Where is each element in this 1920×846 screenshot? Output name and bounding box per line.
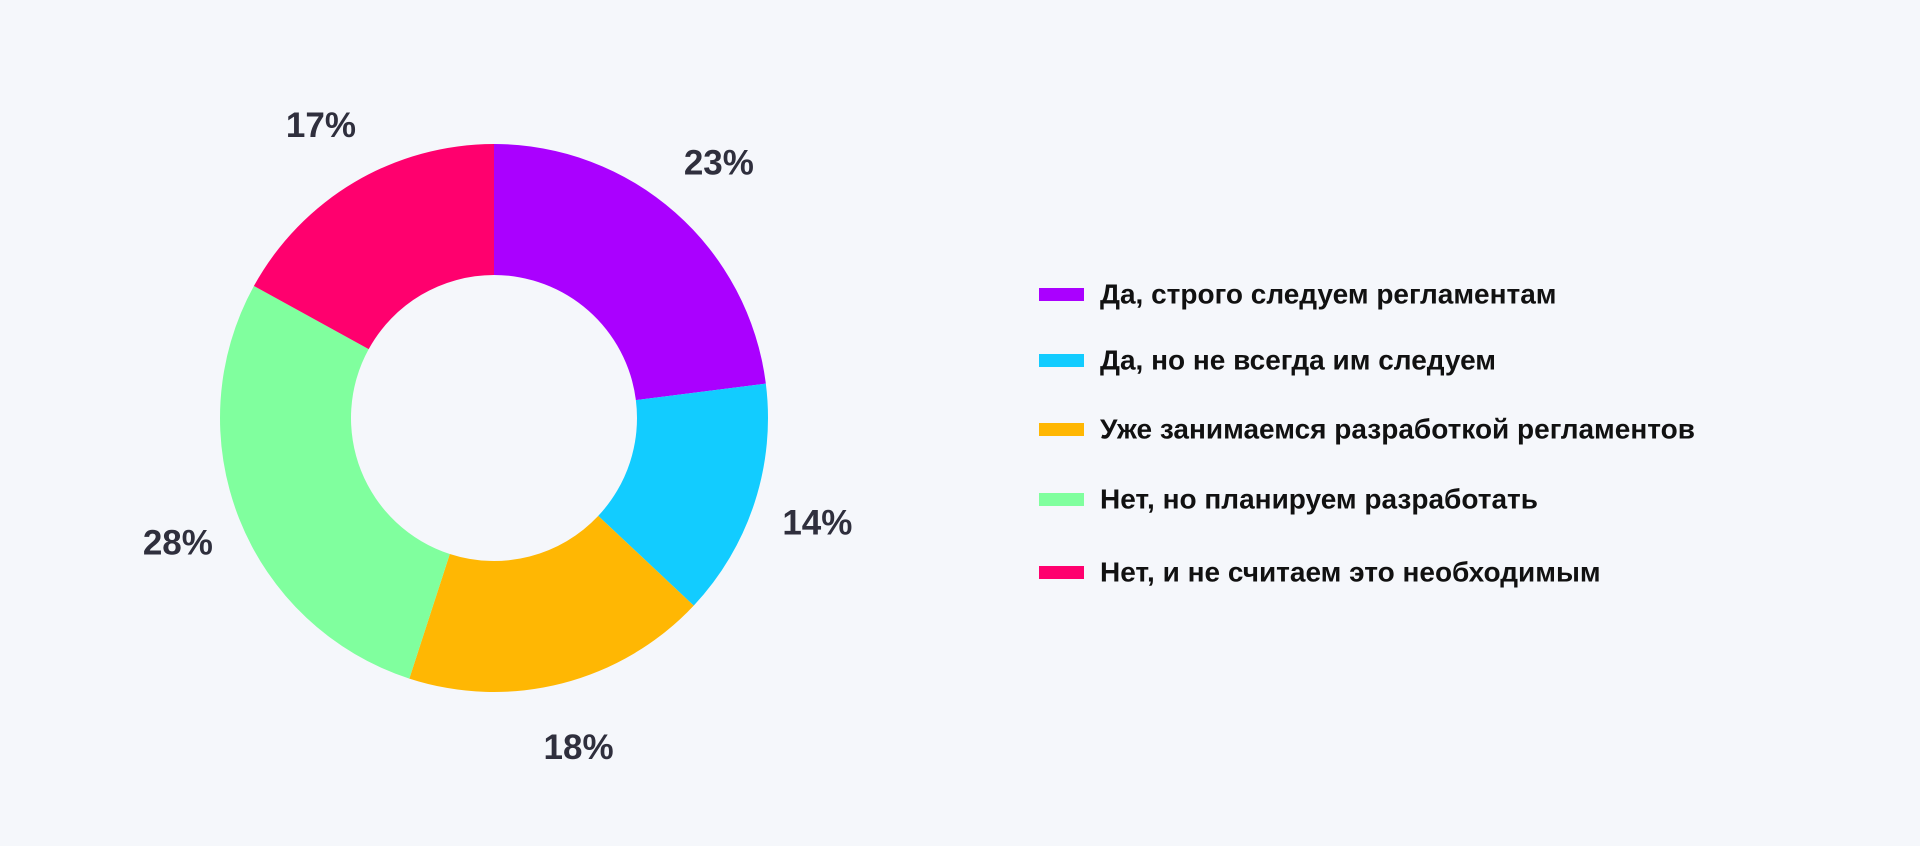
legend-label-1: Да, строго следуем регламентам bbox=[1100, 279, 1557, 310]
percent-label-1: 23% bbox=[684, 143, 754, 182]
donut-slice-1 bbox=[494, 144, 766, 401]
legend-swatch-1 bbox=[1039, 288, 1084, 301]
legend-swatch-3 bbox=[1039, 423, 1084, 436]
legend-label-5: Нет, и не считаем это необходимым bbox=[1100, 557, 1601, 588]
donut-slices bbox=[219, 144, 768, 692]
legend-swatch-5 bbox=[1039, 566, 1084, 579]
legend-label-4: Нет, но планируем разработать bbox=[1100, 484, 1538, 515]
legend-label-2: Да, но не всегда им следуем bbox=[1100, 345, 1496, 376]
legend-swatch-2 bbox=[1039, 354, 1084, 367]
donut-slice-2 bbox=[598, 383, 768, 606]
percent-label-5: 17% bbox=[286, 106, 356, 145]
legend: Да, строго следуем регламентам Да, но не … bbox=[1039, 279, 1695, 588]
donut-slice-5 bbox=[253, 144, 494, 350]
percent-label-3: 18% bbox=[544, 728, 614, 767]
legend-swatch-4 bbox=[1039, 493, 1084, 506]
legend-label-3: Уже занимаемся разработкой регламентов bbox=[1100, 414, 1695, 445]
percent-label-2: 14% bbox=[782, 504, 852, 543]
percent-label-4: 28% bbox=[143, 524, 213, 563]
donut-slice-3 bbox=[409, 515, 694, 692]
percent-labels: 23% 14% 18% 28% 17% bbox=[143, 106, 853, 767]
donut-slice-4 bbox=[219, 285, 450, 679]
